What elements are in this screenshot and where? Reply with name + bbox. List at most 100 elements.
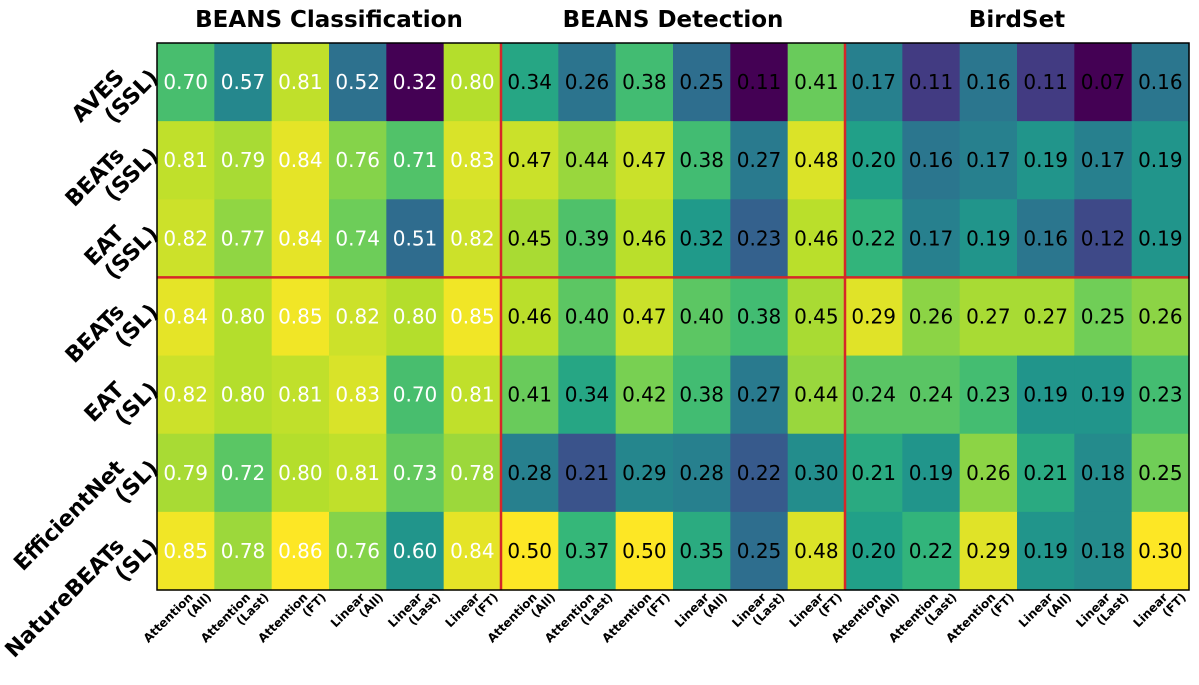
cell-value-label: 0.29 [966, 539, 1011, 563]
heatmap-cell [902, 355, 961, 435]
heatmap-cell [730, 433, 789, 513]
heatmap-cell [443, 511, 502, 591]
cell-value-label: 0.38 [679, 148, 724, 172]
heatmap-cell [214, 433, 273, 513]
cell-value-label: 0.57 [221, 70, 266, 94]
cell-value-label: 0.44 [794, 383, 839, 407]
heatmap-cell [959, 121, 1018, 200]
cell-value-label: 0.84 [278, 148, 323, 172]
cell-value-label: 0.60 [393, 539, 438, 563]
column-label: Attention(FT) [255, 590, 329, 645]
heatmap-cell [386, 43, 445, 122]
cell-value-label: 0.27 [737, 383, 782, 407]
cell-value-label: 0.18 [1081, 539, 1126, 563]
heatmap-cell [558, 355, 617, 435]
heatmap-cell [615, 277, 674, 357]
cell-value-label: 0.38 [679, 383, 724, 407]
cell-value-label: 0.28 [507, 461, 552, 485]
heatmap-cell [959, 277, 1018, 357]
heatmap-cell [501, 43, 559, 122]
cell-value-label: 0.73 [393, 461, 438, 485]
cell-value-label: 0.16 [1023, 226, 1068, 250]
row-labels: AVES(SSL) BEATs(SSL) EAT(SSL) BEATs(SL) EAT(… [1, 65, 164, 663]
column-label: Attention(FT) [599, 590, 673, 645]
heatmap-cell [157, 433, 215, 513]
cell-value-label: 0.29 [622, 461, 667, 485]
heatmap-cell [443, 199, 502, 279]
cell-value-label: 0.25 [679, 70, 724, 94]
heatmap-cell [959, 43, 1018, 122]
heatmap-cell [329, 277, 387, 357]
heatmap-cell [443, 433, 502, 513]
cell-value-label: 0.23 [966, 383, 1011, 407]
cell-value-label: 0.45 [507, 226, 552, 250]
cell-value-label: 0.27 [1023, 305, 1068, 329]
heatmap-cell [443, 277, 502, 357]
heatmap-cell [214, 277, 273, 357]
cell-value-label: 0.85 [163, 539, 208, 563]
heatmap-cell [1074, 199, 1133, 279]
column-label: Attention(All) [829, 590, 903, 645]
heatmap-cell [845, 43, 903, 122]
heatmap-cell [673, 199, 731, 279]
heatmap-cell [673, 121, 731, 200]
cell-value-label: 0.85 [278, 305, 323, 329]
heatmap-cell [558, 199, 617, 279]
heatmap-cell [959, 511, 1018, 591]
cell-value-label: 0.34 [565, 383, 610, 407]
cell-value-label: 0.34 [507, 70, 552, 94]
cell-value-label: 0.19 [1138, 148, 1183, 172]
heatmap-cell [730, 121, 789, 200]
heatmap-cell [787, 433, 846, 513]
cell-value-label: 0.83 [450, 148, 495, 172]
cell-value-label: 0.26 [966, 461, 1011, 485]
heatmap-cell [443, 43, 502, 122]
heatmap-cell [558, 277, 617, 357]
heatmap-cell [558, 43, 617, 122]
cell-value-label: 0.80 [450, 70, 495, 94]
heatmap-cell [329, 43, 387, 122]
column-label: Attention(Last) [886, 590, 960, 645]
heatmap-cell [615, 433, 674, 513]
heatmap-cell [1131, 277, 1190, 357]
cell-value-label: 0.83 [335, 383, 380, 407]
heatmap-cell [271, 43, 330, 122]
group-title: BirdSet [969, 7, 1065, 33]
heatmap-cell [501, 511, 559, 591]
heatmap-cell [673, 355, 731, 435]
cell-value-label: 0.11 [909, 70, 954, 94]
heatmap-cell [845, 433, 903, 513]
heatmap-cell [959, 433, 1018, 513]
cell-value-label: 0.38 [737, 305, 782, 329]
separators-layer [157, 43, 1189, 590]
cell-value-label: 0.27 [737, 148, 782, 172]
heatmap-cell [157, 199, 215, 279]
heatmap-cell [902, 199, 961, 279]
heatmap-cell [1074, 433, 1133, 513]
heatmap-cell [1017, 277, 1075, 357]
heatmap-cell [329, 511, 387, 591]
cell-value-label: 0.77 [221, 226, 266, 250]
heatmap-cell [329, 121, 387, 200]
cell-value-label: 0.85 [450, 305, 495, 329]
cell-value-label: 0.81 [278, 70, 323, 94]
cell-value-label: 0.41 [507, 383, 552, 407]
cell-value-label: 0.50 [622, 539, 667, 563]
cell-value-label: 0.80 [278, 461, 323, 485]
cell-value-label: 0.17 [966, 148, 1011, 172]
heatmap-cell [329, 199, 387, 279]
cell-value-label: 0.27 [966, 305, 1011, 329]
row-label: BEATs(SSL) [61, 143, 164, 212]
cell-value-label: 0.70 [393, 383, 438, 407]
heatmap-cell [787, 355, 846, 435]
heatmap-cell [1074, 121, 1133, 200]
cell-value-label: 0.46 [507, 305, 552, 329]
heatmap-cell [501, 433, 559, 513]
cell-value-label: 0.21 [1023, 461, 1068, 485]
column-labels: Attention(All)Attention(Last) Attention(F… [141, 590, 1189, 645]
heatmap-cell [1131, 43, 1190, 122]
heatmap-cell [386, 121, 445, 200]
cell-value-label: 0.81 [450, 383, 495, 407]
cell-value-label: 0.19 [1081, 383, 1126, 407]
row-label: BEATs(SL) [61, 300, 164, 369]
